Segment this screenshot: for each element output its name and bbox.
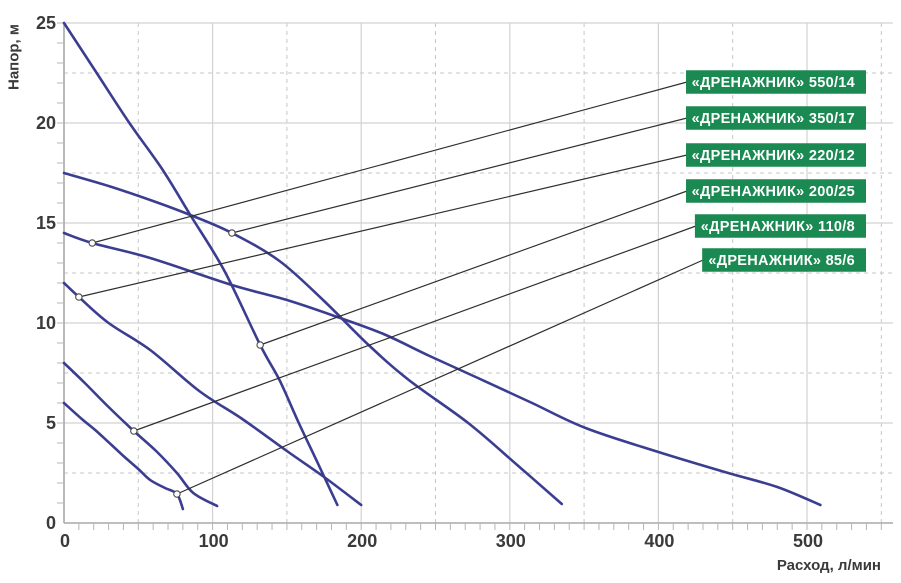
leader-line-110-8 xyxy=(133,225,697,432)
pump-callout-220-12 xyxy=(686,143,866,167)
x-axis-tick-label: 300 xyxy=(496,531,526,551)
curve-marker-110-8 xyxy=(130,427,138,435)
pump-callout-label-220-12: «ДРЕНАЖНИК» 220/12 xyxy=(692,148,855,164)
y-axis-tick-label: 5 xyxy=(46,413,56,433)
x-axis-tick-label: 400 xyxy=(644,531,674,551)
x-axis-title: Расход, л/мин xyxy=(776,557,881,574)
leader-line-220-12 xyxy=(78,154,688,298)
pump-callout-label-85-6: «ДРЕНАЖНИК» 85/6 xyxy=(708,253,855,269)
x-axis-tick-label: 0 xyxy=(60,531,70,551)
pump-curve-85-6 xyxy=(62,401,185,511)
leader-line-350-17 xyxy=(231,117,688,234)
curve-marker-550-14 xyxy=(88,239,96,247)
x-axis-tick-label: 100 xyxy=(199,531,229,551)
leader-line-85-6 xyxy=(176,259,704,495)
curve-marker-350-17 xyxy=(228,229,236,237)
pump-curve-110-8 xyxy=(62,361,219,508)
y-axis-tick-label: 20 xyxy=(36,113,56,133)
y-axis-tick-label: 0 xyxy=(46,513,56,533)
leader-line-200-25 xyxy=(259,190,688,346)
pump-callout-label-550-14: «ДРЕНАЖНИК» 550/14 xyxy=(692,75,855,91)
pump-callout-label-200-25: «ДРЕНАЖНИК» 200/25 xyxy=(692,184,855,200)
curve-marker-200-25 xyxy=(256,341,264,349)
y-axis-title: Напор, м xyxy=(5,24,23,90)
y-axis-tick-label: 15 xyxy=(36,213,56,233)
y-axis-tick-label: 25 xyxy=(36,13,56,33)
pump-callout-110-8 xyxy=(694,214,866,238)
pump-callout-label-350-17: «ДРЕНАЖНИК» 350/17 xyxy=(692,111,855,127)
pump-curve-550-14 xyxy=(62,231,822,507)
y-axis-tick-label: 10 xyxy=(36,313,56,333)
pump-callout-550-14 xyxy=(686,70,866,94)
pump-curve-350-17 xyxy=(62,171,564,506)
x-axis-tick-label: 500 xyxy=(793,531,823,551)
pump-callout-350-17 xyxy=(686,106,866,130)
curve-marker-85-6 xyxy=(173,490,181,498)
pump-callout-85-6 xyxy=(702,248,866,272)
pump-callout-200-25 xyxy=(686,179,866,203)
x-axis-tick-label: 200 xyxy=(347,531,377,551)
pump-curve-220-12 xyxy=(62,281,363,507)
pump-curve-200-25 xyxy=(62,21,339,507)
pump-callout-label-110-8: «ДРЕНАЖНИК» 110/8 xyxy=(701,219,855,235)
leader-line-550-14 xyxy=(92,81,688,244)
curve-marker-220-12 xyxy=(75,293,83,301)
